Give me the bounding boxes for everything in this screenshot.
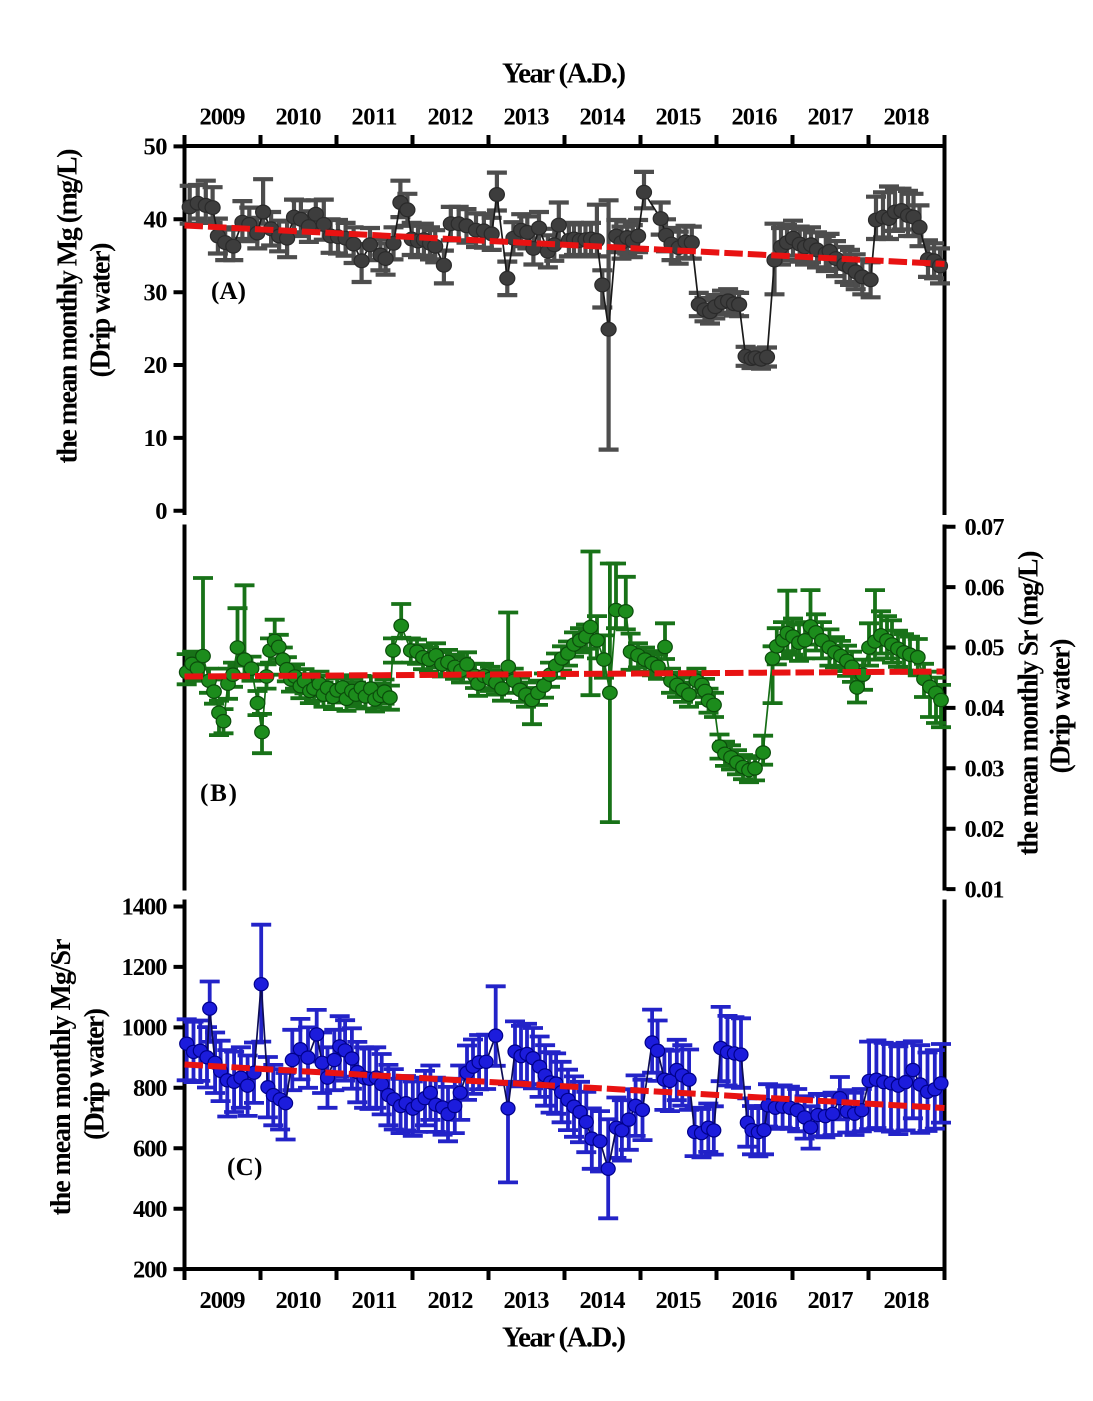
svg-text:the mean monthly Sr (mg/L): the mean monthly Sr (mg/L) xyxy=(1013,551,1044,856)
svg-text:40: 40 xyxy=(144,207,168,234)
svg-text:2014: 2014 xyxy=(580,1287,626,1314)
svg-text:Year (A.D.): Year (A.D.) xyxy=(502,57,626,89)
svg-text:(Drip water): (Drip water) xyxy=(85,243,116,378)
svg-text:2010: 2010 xyxy=(276,103,322,130)
svg-text:(A): (A) xyxy=(211,278,246,305)
svg-text:30: 30 xyxy=(144,279,168,306)
svg-text:2009: 2009 xyxy=(200,103,246,130)
svg-text:(C): (C) xyxy=(227,1154,263,1181)
svg-text:(B): (B) xyxy=(200,780,237,807)
svg-text:1000: 1000 xyxy=(122,1015,168,1042)
svg-text:0.01: 0.01 xyxy=(965,876,1005,903)
svg-text:the mean monthly Mg/Sr: the mean monthly Mg/Sr xyxy=(46,939,77,1216)
svg-text:Year (A.D.): Year (A.D.) xyxy=(502,1321,626,1353)
svg-text:2013: 2013 xyxy=(504,103,550,130)
svg-text:0.02: 0.02 xyxy=(965,816,1005,843)
svg-text:2015: 2015 xyxy=(656,103,702,130)
svg-text:600: 600 xyxy=(133,1135,168,1162)
svg-text:2016: 2016 xyxy=(732,1287,778,1314)
svg-text:2018: 2018 xyxy=(884,103,930,130)
svg-text:0.07: 0.07 xyxy=(965,514,1005,541)
svg-text:2010: 2010 xyxy=(276,1287,322,1314)
svg-text:0.04: 0.04 xyxy=(965,695,1005,722)
svg-text:2014: 2014 xyxy=(580,103,626,130)
svg-text:2011: 2011 xyxy=(352,103,398,130)
svg-text:2018: 2018 xyxy=(884,1287,930,1314)
svg-text:2015: 2015 xyxy=(656,1287,702,1314)
svg-text:800: 800 xyxy=(133,1075,168,1102)
svg-text:200: 200 xyxy=(133,1256,168,1283)
svg-text:2017: 2017 xyxy=(808,103,854,130)
svg-text:0.03: 0.03 xyxy=(965,756,1005,783)
svg-text:2012: 2012 xyxy=(428,103,474,130)
svg-text:the mean monthly Mg (mg/L): the mean monthly Mg (mg/L) xyxy=(52,149,83,464)
svg-text:1200: 1200 xyxy=(122,954,168,981)
svg-text:2011: 2011 xyxy=(352,1287,398,1314)
svg-text:1400: 1400 xyxy=(122,894,168,921)
svg-text:0.05: 0.05 xyxy=(965,635,1005,662)
svg-text:10: 10 xyxy=(144,425,168,452)
svg-text:400: 400 xyxy=(133,1196,168,1223)
svg-text:(Drip water): (Drip water) xyxy=(79,1008,110,1140)
svg-text:2016: 2016 xyxy=(732,103,778,130)
svg-text:2012: 2012 xyxy=(428,1287,474,1314)
svg-text:2013: 2013 xyxy=(504,1287,550,1314)
svg-text:(Drip water): (Drip water) xyxy=(1045,639,1076,774)
svg-text:0: 0 xyxy=(155,498,167,525)
svg-text:20: 20 xyxy=(144,352,168,379)
svg-text:2017: 2017 xyxy=(808,1287,854,1314)
svg-text:2009: 2009 xyxy=(200,1287,246,1314)
svg-text:0.06: 0.06 xyxy=(965,574,1005,601)
svg-text:50: 50 xyxy=(144,134,168,161)
